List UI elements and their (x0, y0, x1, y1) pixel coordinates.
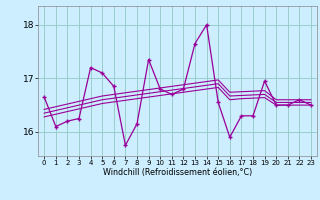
X-axis label: Windchill (Refroidissement éolien,°C): Windchill (Refroidissement éolien,°C) (103, 168, 252, 177)
